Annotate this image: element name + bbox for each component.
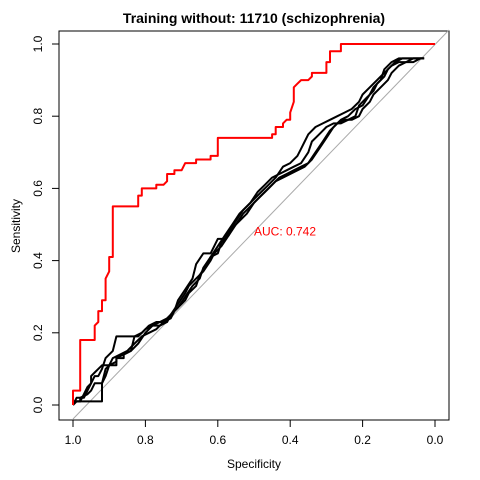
x-tick-label: 0.8 — [137, 433, 154, 447]
y-axis-label: Sensitivity — [9, 199, 23, 253]
y-tick-label: 0.2 — [31, 324, 45, 341]
y-tick-label: 0.0 — [31, 396, 45, 413]
y-tick-label: 0.4 — [31, 252, 45, 269]
chart-title: Training without: 11710 (schizophrenia) — [123, 10, 385, 26]
x-tick-label: 0.4 — [282, 433, 299, 447]
x-tick-label: 1.0 — [65, 433, 82, 447]
y-tick-label: 0.6 — [31, 180, 45, 197]
auc-annotation: AUC: 0.742 — [254, 225, 316, 239]
x-tick-label: 0.2 — [354, 433, 371, 447]
y-axis: 0.0 0.2 0.4 0.6 0.8 1.0 — [31, 35, 59, 413]
x-axis-label: Specificity — [227, 457, 281, 471]
y-tick-label: 0.8 — [31, 108, 45, 125]
x-tick-label: 0.0 — [427, 433, 444, 447]
x-axis: 1.0 0.8 0.6 0.4 0.2 0.0 — [65, 420, 444, 447]
x-tick-label: 0.6 — [209, 433, 226, 447]
annotation-layer: AUC: 0.742 — [254, 225, 316, 239]
y-tick-label: 1.0 — [31, 35, 45, 52]
